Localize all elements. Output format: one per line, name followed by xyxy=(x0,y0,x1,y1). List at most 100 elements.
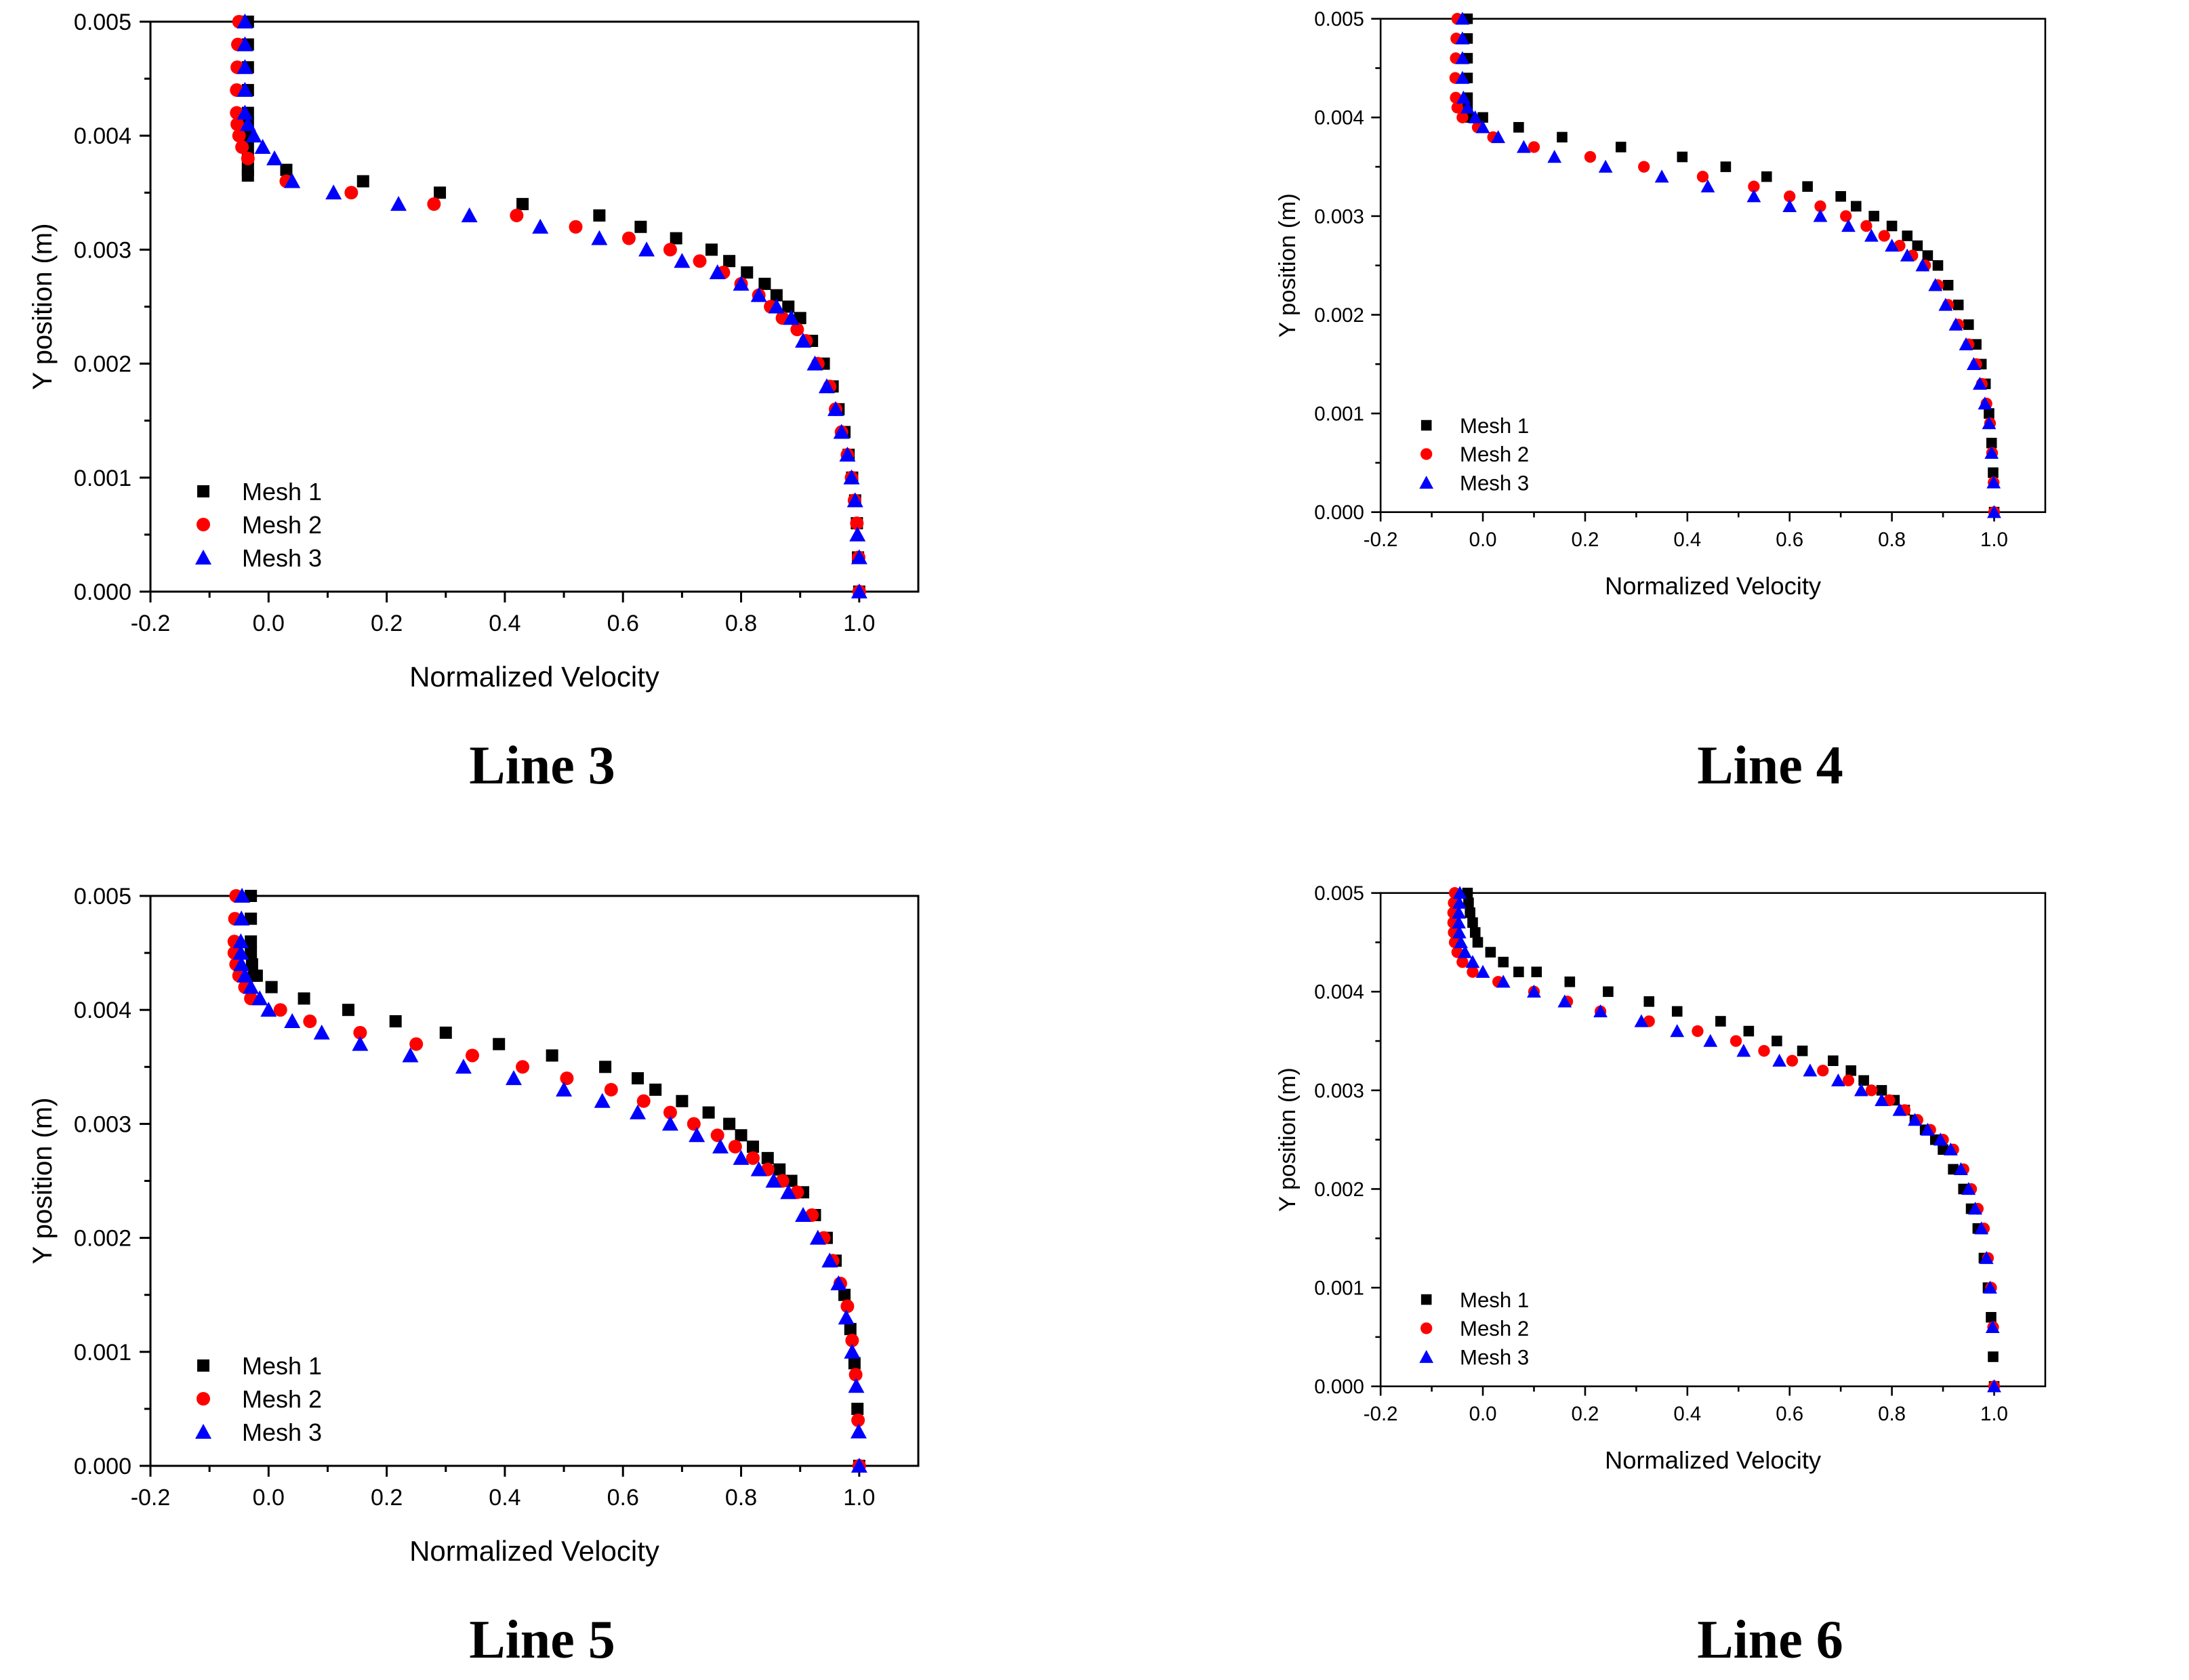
data-point-mesh-3 xyxy=(254,139,271,155)
data-point-mesh-3 xyxy=(237,104,253,120)
data-point-mesh-3 xyxy=(1959,337,1973,350)
data-point-mesh-3 xyxy=(556,1081,573,1097)
legend-marker-mesh-2 xyxy=(1420,1322,1433,1334)
data-point-mesh-3 xyxy=(1454,935,1469,949)
data-point-mesh-2 xyxy=(1817,1065,1829,1077)
chart-panel-line-4: -0.2 0.0 0.2 0.4 0.6 0.8 1.0 0.000 0.001 0.002 0.0… xyxy=(1275,8,2047,600)
y-axis-title: Y position (m) xyxy=(28,1097,58,1264)
data-point-mesh-3 xyxy=(661,1115,678,1131)
x-tick-label: 1.0 xyxy=(1980,529,2008,551)
x-tick-label: 0.8 xyxy=(1878,1403,1906,1425)
data-point-mesh-3 xyxy=(838,1309,855,1325)
data-point-mesh-3 xyxy=(1864,228,1879,242)
data-point-mesh-3 xyxy=(848,1378,865,1393)
data-point-mesh-1 xyxy=(389,1015,402,1028)
series-mesh-2 xyxy=(1449,13,2001,518)
data-point-mesh-1 xyxy=(1469,927,1481,938)
data-point-mesh-1 xyxy=(735,1129,748,1142)
chart-panel-line-3: -0.2 0.0 0.2 0.4 0.6 0.8 1.0 0.000 0.001 0.002 0.0… xyxy=(28,9,920,693)
data-point-mesh-3 xyxy=(1517,140,1531,153)
data-point-mesh-3 xyxy=(237,14,253,28)
data-point-mesh-3 xyxy=(1985,1319,2000,1333)
data-point-mesh-1 xyxy=(516,198,529,211)
data-point-mesh-3 xyxy=(1892,1103,1907,1116)
legend-label-mesh-1: Mesh 1 xyxy=(1460,414,1529,438)
data-point-mesh-3 xyxy=(505,1070,522,1086)
plot-frame xyxy=(1379,18,2047,513)
data-point-mesh-3 xyxy=(237,81,253,97)
data-point-mesh-3 xyxy=(1746,189,1761,203)
data-point-mesh-1 xyxy=(1988,467,1999,478)
data-point-mesh-1 xyxy=(770,289,783,302)
data-point-mesh-1 xyxy=(1922,250,1934,261)
data-point-mesh-3 xyxy=(827,401,844,416)
data-point-mesh-1 xyxy=(851,1402,864,1415)
data-point-mesh-3 xyxy=(1875,1093,1889,1107)
data-point-mesh-1 xyxy=(1797,1045,1808,1057)
data-point-mesh-2 xyxy=(560,1071,574,1086)
x-tick-label: 0.6 xyxy=(607,1485,639,1511)
data-point-mesh-3 xyxy=(1954,1162,1968,1176)
data-point-mesh-1 xyxy=(250,969,263,982)
data-point-mesh-3 xyxy=(1491,130,1506,144)
data-point-mesh-3 xyxy=(594,1092,611,1108)
data-point-mesh-3 xyxy=(765,1172,782,1188)
series-mesh-3 xyxy=(232,888,867,1473)
y-tick-label: 0.004 xyxy=(74,123,131,149)
data-point-mesh-1 xyxy=(1963,319,1974,330)
data-point-mesh-3 xyxy=(768,298,785,314)
series-mesh-2 xyxy=(1447,887,2001,1393)
data-point-mesh-3 xyxy=(1475,120,1490,134)
data-point-mesh-1 xyxy=(1845,1065,1857,1076)
data-point-mesh-2 xyxy=(1456,956,1469,968)
data-point-mesh-1 xyxy=(838,1288,851,1301)
data-point-mesh-3 xyxy=(1670,1024,1685,1038)
data-point-mesh-1 xyxy=(1828,1055,1839,1067)
data-point-mesh-1 xyxy=(632,1072,645,1085)
data-point-mesh-3 xyxy=(284,1013,301,1029)
data-point-mesh-3 xyxy=(851,583,867,598)
y-tick-label: 0.005 xyxy=(1314,882,1364,905)
data-point-mesh-3 xyxy=(809,1229,826,1245)
data-point-mesh-2 xyxy=(693,254,707,268)
legend-label-mesh-2: Mesh 2 xyxy=(1460,443,1529,466)
data-point-mesh-1 xyxy=(356,175,369,188)
data-point-mesh-1 xyxy=(599,1061,612,1073)
x-tick-label: 0.4 xyxy=(489,611,520,636)
y-tick-label: 0.001 xyxy=(74,1340,131,1366)
data-point-mesh-1 xyxy=(1986,1311,1997,1323)
data-point-mesh-2 xyxy=(510,208,524,222)
data-point-mesh-1 xyxy=(439,1026,452,1039)
data-point-mesh-1 xyxy=(1835,190,1846,202)
data-point-mesh-3 xyxy=(795,332,812,348)
data-point-mesh-3 xyxy=(750,287,767,302)
data-point-mesh-1 xyxy=(1743,1025,1755,1037)
x-tick-label: 0.2 xyxy=(371,1485,403,1511)
x-tick-label: -0.2 xyxy=(131,611,171,636)
data-point-mesh-2 xyxy=(1748,180,1760,192)
data-point-mesh-1 xyxy=(1643,996,1655,1007)
data-point-mesh-2 xyxy=(840,1299,855,1313)
data-point-mesh-3 xyxy=(818,378,835,394)
data-point-mesh-2 xyxy=(1860,220,1873,232)
y-tick-label: 0.004 xyxy=(1314,107,1364,129)
series-mesh-3 xyxy=(1455,12,2001,518)
data-point-mesh-3 xyxy=(1456,90,1471,104)
data-point-mesh-3 xyxy=(234,888,251,903)
data-point-mesh-3 xyxy=(1983,1280,1997,1294)
data-point-mesh-1 xyxy=(1472,937,1484,948)
data-point-mesh-2 xyxy=(1842,1074,1855,1086)
legend: Mesh 1 Mesh 2 Mesh 3 xyxy=(1419,414,1529,495)
data-point-mesh-1 xyxy=(1772,1036,1782,1046)
data-point-mesh-2 xyxy=(790,323,804,337)
data-point-mesh-1 xyxy=(1988,1351,1999,1362)
data-point-mesh-2 xyxy=(1730,1035,1742,1047)
x-tick-label: 0.8 xyxy=(1878,529,1906,551)
data-point-mesh-3 xyxy=(325,184,342,200)
data-point-mesh-3 xyxy=(1938,298,1953,311)
data-point-mesh-3 xyxy=(733,1149,750,1165)
data-point-mesh-2 xyxy=(409,1037,424,1051)
data-point-mesh-3 xyxy=(237,36,253,52)
data-point-mesh-1 xyxy=(245,912,258,925)
data-point-mesh-3 xyxy=(750,1161,767,1176)
